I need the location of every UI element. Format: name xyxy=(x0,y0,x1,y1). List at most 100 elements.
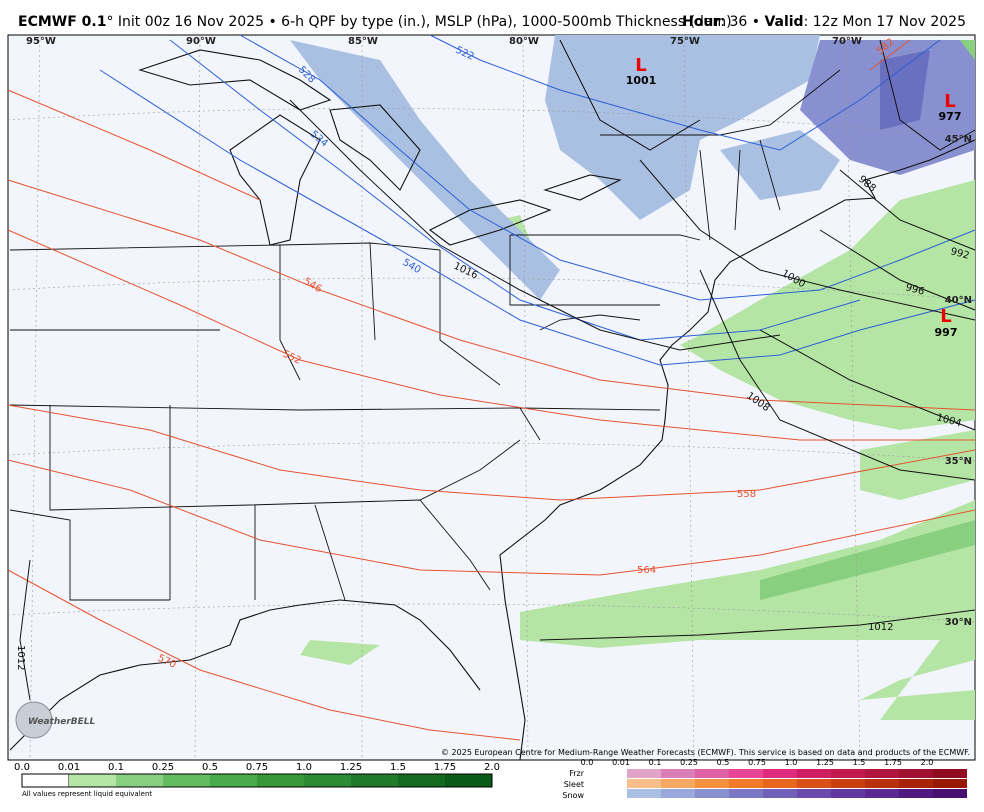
model: ECMWF 0.1 xyxy=(18,14,106,30)
center-value: 977 xyxy=(939,110,962,123)
map: 95°W 90°W 85°W 80°W 75°W 70°W 45°N 40°N … xyxy=(7,34,976,761)
mixed-swatch xyxy=(763,779,797,788)
mixed-scale-label: 0.01 xyxy=(612,758,630,767)
lon-label: 85°W xyxy=(348,36,378,47)
rain-scale-label: 0.25 xyxy=(152,762,174,773)
thickness-line xyxy=(7,569,521,741)
type-label: Sleet xyxy=(564,780,584,789)
center-symbol: L xyxy=(944,91,955,112)
rain-scale-label: 0.1 xyxy=(108,762,124,773)
grid-line xyxy=(7,603,976,623)
thickness-line xyxy=(169,39,861,341)
lake xyxy=(229,114,321,246)
graticule xyxy=(7,34,976,761)
mixed-swatch xyxy=(695,769,729,778)
rain-swatch xyxy=(116,774,163,787)
mixed-swatch xyxy=(899,779,933,788)
isobar xyxy=(289,99,781,351)
grid-line xyxy=(7,277,976,301)
isobar xyxy=(699,269,976,481)
isobar-label: 996 xyxy=(904,282,925,298)
mixed-swatch xyxy=(729,779,763,788)
rain-swatch xyxy=(351,774,398,787)
rain-scale-label: 2.0 xyxy=(484,762,500,773)
description: ° Init 00z 16 Nov 2025 • 6-h QPF by type… xyxy=(106,14,731,30)
legend-note: All values represent liquid equivalent xyxy=(22,790,152,798)
hour-value: : 36 • xyxy=(720,14,764,30)
lon-label: 75°W xyxy=(670,36,700,47)
rain-swatch xyxy=(210,774,257,787)
center-symbol: L xyxy=(635,55,646,76)
mixed-swatch xyxy=(933,769,967,778)
isobar-label: 1012 xyxy=(15,645,26,670)
mixed-swatch xyxy=(865,769,899,778)
rain-scale-label: 1.0 xyxy=(296,762,312,773)
rain-swatch xyxy=(163,774,210,787)
thickness-label: 558 xyxy=(737,489,756,500)
mixed-scale-label: 0.75 xyxy=(748,758,766,767)
header-left: ECMWF 0.1° Init 00z 16 Nov 2025 • 6-h QP… xyxy=(18,14,732,30)
isobar xyxy=(759,329,976,431)
mixed-swatch xyxy=(695,779,729,788)
rain-bar-frame xyxy=(21,773,493,788)
header-right: Hour: 36 • Valid: 12z Mon 17 Nov 2025 xyxy=(682,14,966,30)
mixed-scale-label: 0.5 xyxy=(717,758,730,767)
isobar xyxy=(839,169,976,251)
rain-swatch xyxy=(21,773,70,788)
center-value: 1001 xyxy=(626,74,657,87)
coastline xyxy=(9,599,481,751)
lat-label: 40°N xyxy=(945,295,972,306)
mixed-scale-label: 0.0 xyxy=(581,758,594,767)
mixed-swatch xyxy=(797,779,831,788)
mixed-scale-label: 2.0 xyxy=(921,758,934,767)
isobar xyxy=(539,609,976,641)
lat-label: 45°N xyxy=(945,134,972,145)
grid-line xyxy=(7,442,976,462)
lat-label: 30°N xyxy=(945,617,972,628)
rain-scale-label: 1.25 xyxy=(340,762,362,773)
credit: © 2025 European Centre for Medium-Range … xyxy=(441,748,970,757)
mixed-swatch xyxy=(831,769,865,778)
isobar xyxy=(639,159,976,321)
legend: All values represent liquid equivalent F… xyxy=(14,758,967,800)
mixed-swatch xyxy=(933,779,967,788)
thickness-line xyxy=(239,34,976,301)
rain-area xyxy=(760,520,975,600)
mixed-swatch xyxy=(831,779,865,788)
hour-label: Hour xyxy=(682,14,720,30)
rain-area xyxy=(680,180,975,430)
rain-area xyxy=(300,640,380,665)
thickness-line xyxy=(7,459,976,576)
isobar-label: 1012 xyxy=(868,622,893,633)
grid-line xyxy=(7,108,976,139)
mixed-swatch xyxy=(661,769,695,778)
isobar xyxy=(819,229,976,311)
thickness-line xyxy=(7,229,975,441)
rain-scale-label: 1.75 xyxy=(434,762,456,773)
lake xyxy=(329,104,421,191)
rain-scale-label: 1.5 xyxy=(390,762,406,773)
isobar xyxy=(19,559,31,701)
thickness-line xyxy=(7,179,976,411)
mixed-swatch xyxy=(865,789,899,798)
mixed-swatch xyxy=(933,789,967,798)
coastline xyxy=(499,139,976,761)
rain-area xyxy=(860,430,975,500)
thickness-line xyxy=(99,69,976,366)
rain-swatch xyxy=(445,774,492,787)
rain-scale-label: 0.0 xyxy=(14,762,30,773)
thickness-line xyxy=(7,89,261,201)
mixed-swatch xyxy=(899,789,933,798)
logo-text: WeatherBELL xyxy=(28,717,96,727)
type-label: Frzr xyxy=(569,769,585,778)
grid-line xyxy=(194,34,201,761)
mixed-scale-label: 0.25 xyxy=(680,758,698,767)
mixed-scale-label: 1.25 xyxy=(816,758,834,767)
mixed-swatch xyxy=(763,789,797,798)
lon-label: 80°W xyxy=(509,36,539,47)
center-value: 997 xyxy=(935,326,958,339)
mixed-swatch xyxy=(627,789,661,798)
mixed-swatch xyxy=(899,769,933,778)
snow-area xyxy=(880,50,930,130)
mixed-swatch xyxy=(695,789,729,798)
